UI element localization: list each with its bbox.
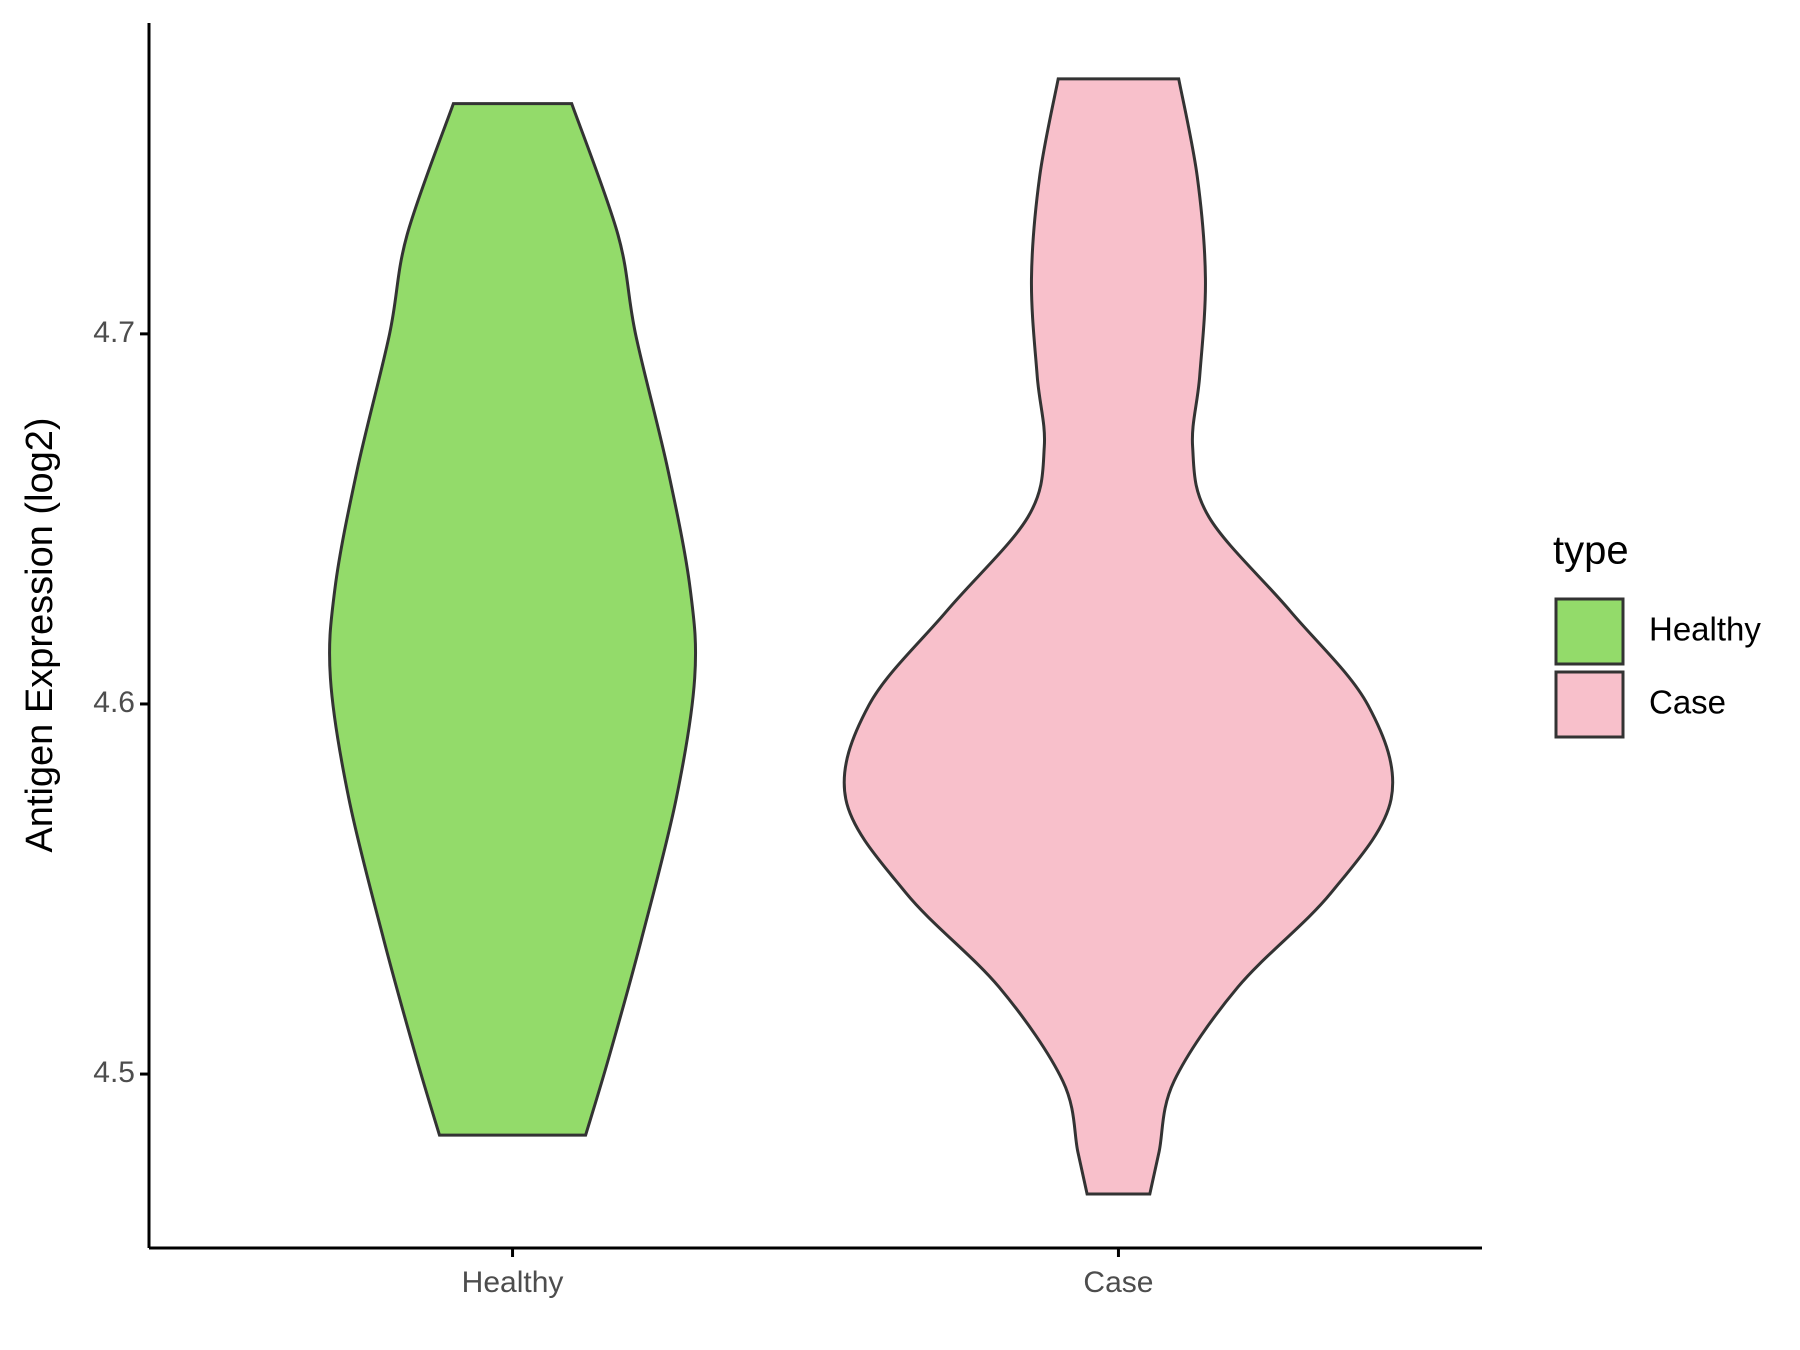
legend-key bbox=[1554, 597, 1625, 666]
legend-label: Case bbox=[1649, 684, 1726, 721]
legend-title: type bbox=[1553, 529, 1629, 573]
x-tick-label: Case bbox=[1083, 1266, 1153, 1299]
y-tick-label: 4.6 bbox=[93, 686, 135, 719]
violin bbox=[842, 77, 1395, 1196]
y-axis-title: Antigen Expression (log2) bbox=[19, 417, 61, 852]
y-tick-label: 4.5 bbox=[93, 1056, 135, 1089]
y-tick-label: 4.7 bbox=[93, 316, 135, 349]
legend-key bbox=[1554, 670, 1625, 739]
x-tick-label: Healthy bbox=[462, 1266, 564, 1299]
legend-label: Healthy bbox=[1649, 611, 1761, 648]
violin bbox=[328, 102, 698, 1137]
